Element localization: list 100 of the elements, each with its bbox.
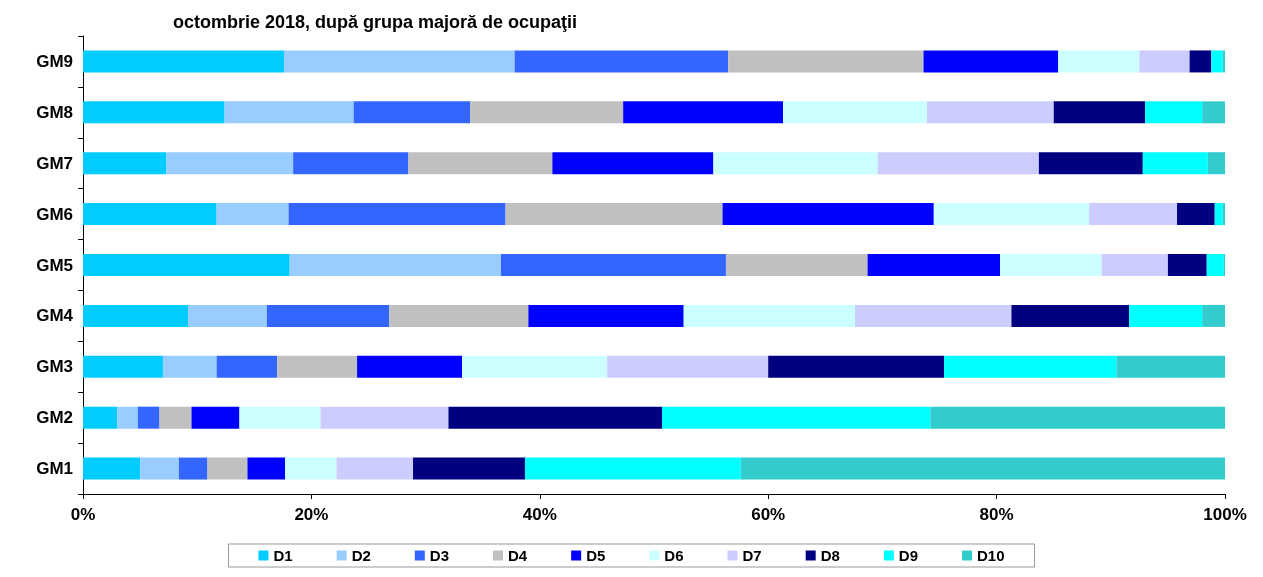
bar [320,406,449,429]
bar [933,203,1090,226]
bar [725,254,868,276]
bar [462,355,608,378]
bar [877,152,1039,175]
bar [1177,203,1215,226]
bar [293,152,409,175]
bar [336,457,414,480]
bar [117,406,138,429]
bar [247,457,286,480]
y-tick-label: GM1 [36,459,73,479]
bar [1207,152,1225,175]
bar [930,406,1225,429]
bar [854,304,1012,327]
x-tick-label: 0% [70,505,96,524]
bar [83,203,217,226]
bar [207,457,248,480]
bar [389,304,529,327]
bar [926,101,1054,124]
bar [1139,50,1190,73]
bar [288,203,506,226]
bar [1101,254,1168,276]
bar [514,50,729,73]
bar [83,50,284,73]
bar [713,152,878,175]
bar [1202,101,1225,124]
x-tick-label: 20% [294,505,329,524]
y-tick-label: GM4 [36,306,74,326]
bar [285,457,337,480]
bar [413,457,525,480]
bar [83,457,141,480]
bar [728,50,924,73]
bar [289,254,501,276]
bar [740,457,1225,480]
bar [1053,101,1146,124]
bar [1206,254,1224,276]
legend-label: D5 [586,547,606,564]
y-tick-label: GM8 [36,102,73,122]
bar [83,304,189,327]
y-tick-label: GM9 [36,51,73,71]
bar [448,406,662,429]
bar [661,406,931,429]
bar [1214,203,1223,226]
bar [162,355,217,378]
bar [266,304,390,327]
x-tick-label: 100% [1203,505,1247,524]
legend-label: D3 [429,547,449,564]
bar [224,101,354,124]
bar [83,254,290,276]
bar [283,50,515,73]
bar [408,152,553,175]
bar [1000,254,1102,276]
bar [1202,304,1225,327]
bar [768,355,945,378]
bar [216,355,278,378]
bar [83,101,225,124]
bar [1211,50,1223,73]
bar [357,355,463,378]
legend-label: D7 [742,547,762,564]
bar [470,101,624,124]
bar [178,457,208,480]
y-tick-label: GM2 [36,408,73,428]
bar [783,101,927,124]
bar [140,457,179,480]
bar [524,457,741,480]
legend-label: D10 [977,547,1005,564]
bar [623,101,784,124]
bar [83,355,163,378]
bar [683,304,855,327]
y-tick-label: GM6 [36,204,73,224]
bar [1011,304,1130,327]
bar [552,152,714,175]
y-tick-label: GM5 [36,255,73,275]
bar [166,152,294,175]
bar [159,406,192,429]
bar [1142,152,1208,175]
y-tick-label: GM3 [36,357,73,377]
bar [216,203,289,226]
bar [239,406,321,429]
x-tick-label: 60% [751,505,786,524]
bar [1145,101,1203,124]
bar [1038,152,1143,175]
legend-label: D2 [351,547,371,564]
legend-label: D8 [820,547,840,564]
bar [137,406,160,429]
x-tick-label: 40% [522,505,557,524]
bar [722,203,934,226]
bar [528,304,684,327]
y-tick-label: GM7 [36,153,73,173]
bar [1089,203,1178,226]
bar [944,355,1117,378]
bar [83,152,167,175]
legend-label: D1 [273,547,293,564]
bar [1116,355,1225,378]
legend-label: D4 [507,547,528,564]
legend-label: D6 [664,547,684,564]
bar [1129,304,1203,327]
chart-title: octombrie 2018, după grupa majoră de ocupaţii [173,12,578,32]
bar [607,355,769,378]
bar [353,101,471,124]
